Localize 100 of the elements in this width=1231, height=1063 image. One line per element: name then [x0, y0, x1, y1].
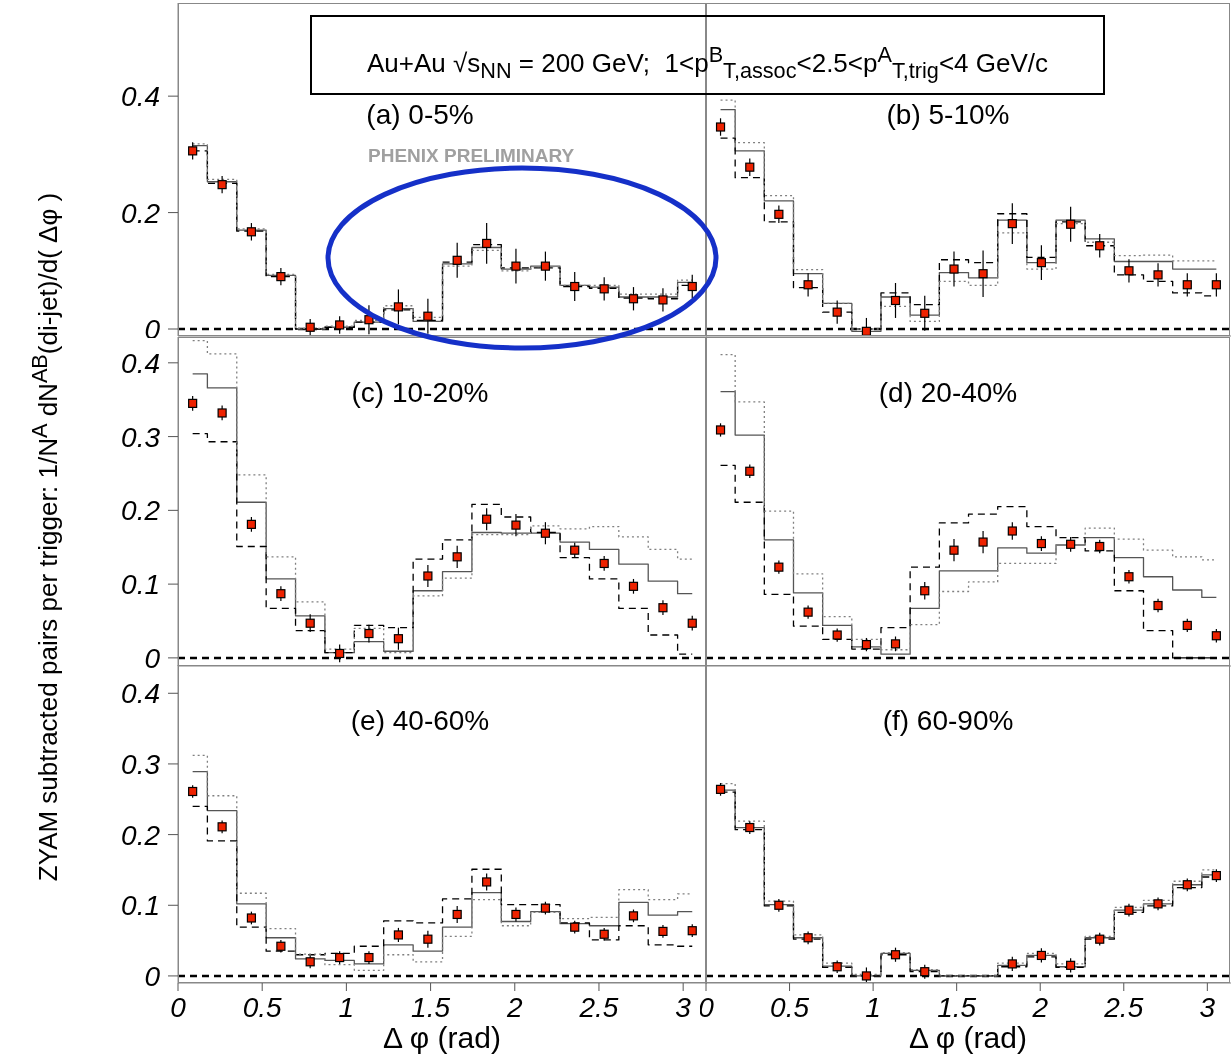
point [832, 962, 842, 972]
point [1007, 219, 1017, 229]
point [1007, 959, 1017, 969]
point [774, 209, 784, 219]
point [423, 311, 433, 321]
x-tick-label: 2 [505, 991, 523, 1023]
y-tick-label: 0.2 [121, 819, 161, 851]
point [715, 784, 726, 794]
x-tick-label: 0 [170, 991, 187, 1023]
point [1124, 266, 1134, 276]
point [861, 640, 872, 650]
point [1095, 241, 1105, 251]
point [774, 900, 784, 910]
point [890, 295, 901, 306]
text: (c) 10-20% [350, 377, 490, 409]
point [949, 264, 959, 274]
point [745, 822, 755, 833]
x-tick-label: 2.5 [1103, 991, 1144, 1023]
point [1211, 631, 1221, 641]
point [658, 603, 668, 613]
point [1153, 600, 1163, 611]
point [1036, 950, 1046, 961]
point [540, 528, 551, 538]
text: (e) 40-60% [349, 705, 491, 737]
point [920, 967, 930, 977]
x-tick-label: 1.5 [937, 991, 977, 1023]
point [1066, 960, 1076, 970]
point [246, 913, 257, 923]
x-tick-label: 3 [675, 991, 692, 1023]
point [890, 950, 901, 960]
point [570, 281, 580, 292]
y-tick-label: 0.2 [121, 495, 161, 527]
point [305, 618, 315, 628]
point [832, 307, 842, 317]
point [599, 284, 609, 294]
y-tick-label: 0.1 [121, 569, 160, 601]
point [452, 255, 462, 265]
point [393, 930, 404, 940]
y-tick-label: 0.4 [121, 347, 160, 379]
point [188, 398, 198, 408]
annotation: PHENIX PRELIMINARY [368, 145, 575, 167]
point [745, 466, 755, 476]
point [745, 162, 755, 172]
point [246, 519, 257, 529]
y-tick-label: 0 [144, 642, 161, 674]
point [1066, 219, 1076, 229]
y-tick-label: 0 [144, 960, 161, 992]
point [599, 929, 609, 939]
point [1182, 620, 1192, 631]
point [1153, 270, 1163, 280]
point [832, 630, 842, 640]
point [1153, 899, 1163, 909]
point [1211, 280, 1221, 290]
point [1007, 526, 1017, 536]
point [364, 952, 374, 963]
x-tick-label: 2 [1031, 991, 1049, 1023]
point [393, 302, 404, 312]
point [246, 227, 257, 237]
caption-box: Au+Au √s$_{NN}$ = 200 GeV; 1<p$^{B}$$_{T,assoc}$<2.5<p$^{A}$$_{T,trig}$<4 GeV/c [310, 15, 1105, 95]
point [803, 280, 813, 290]
y-tick-label: 0.4 [121, 678, 160, 710]
point [188, 146, 198, 156]
x-tick-label: 3 [1199, 991, 1216, 1023]
point [570, 922, 580, 932]
point [423, 934, 433, 944]
point [217, 822, 227, 832]
point [276, 272, 286, 282]
point [628, 581, 639, 591]
x-tick-label: 2.5 [578, 991, 619, 1023]
text: (a) 0-5% [365, 99, 475, 131]
x-tick-label: 1.5 [411, 991, 451, 1023]
point [511, 520, 521, 530]
x-tick-label: 1 [338, 991, 355, 1023]
point [687, 618, 697, 628]
point [861, 971, 872, 981]
point [276, 941, 286, 951]
point [715, 425, 726, 435]
point [1066, 539, 1076, 549]
point [482, 238, 492, 249]
point [335, 952, 345, 963]
point [1182, 280, 1192, 290]
point [482, 514, 492, 524]
point [511, 909, 521, 920]
point [1036, 538, 1046, 549]
point [920, 586, 930, 596]
y-tick-label: 0.4 [121, 81, 160, 113]
x-tick-label: 0 [698, 991, 715, 1023]
point [1036, 258, 1046, 268]
point [482, 877, 492, 887]
point [364, 628, 374, 639]
point [687, 281, 697, 292]
point [276, 589, 286, 599]
point [628, 911, 639, 921]
x-tick-label: 0.5 [770, 991, 810, 1023]
point [774, 562, 784, 572]
x-axis-title: Δ φ (rad) [382, 1021, 502, 1055]
point [188, 786, 198, 797]
point [217, 180, 227, 190]
text: (f) 60-90% [881, 705, 1015, 737]
x-tick-label: 1 [865, 991, 881, 1023]
